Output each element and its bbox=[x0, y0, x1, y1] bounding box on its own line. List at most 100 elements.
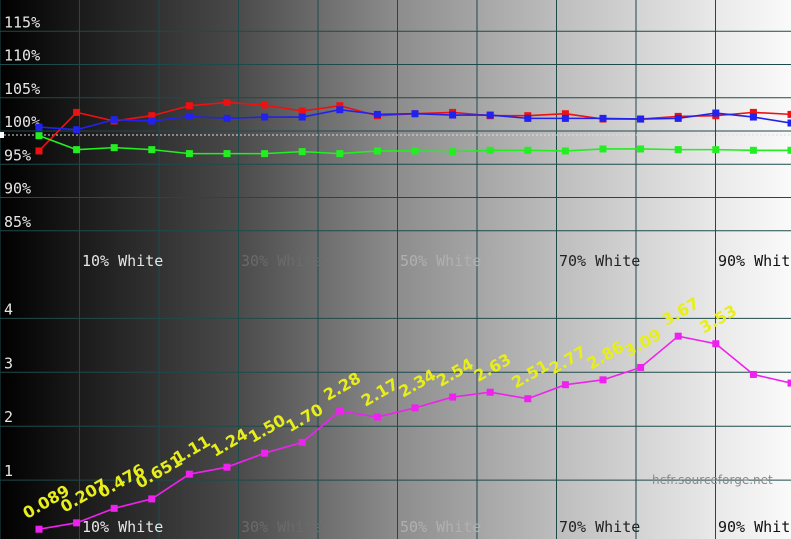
data-point bbox=[185, 470, 193, 478]
data-point bbox=[336, 106, 344, 114]
x-tick-label: 30% White bbox=[241, 518, 322, 536]
data-point bbox=[637, 145, 645, 153]
data-point bbox=[674, 146, 682, 154]
data-point bbox=[223, 463, 231, 471]
data-point bbox=[411, 147, 419, 155]
data-point bbox=[373, 110, 381, 118]
y-tick-label: 85% bbox=[4, 213, 31, 231]
x-tick-label: 50% White bbox=[400, 252, 481, 270]
data-point bbox=[449, 393, 457, 401]
data-point bbox=[561, 147, 569, 155]
data-point bbox=[712, 340, 720, 348]
data-point bbox=[486, 111, 494, 119]
data-point bbox=[787, 110, 791, 118]
data-point bbox=[561, 381, 569, 389]
data-point bbox=[148, 112, 156, 120]
data-point bbox=[336, 150, 344, 158]
x-tick-label: 30% White bbox=[241, 252, 322, 270]
reference-layer bbox=[0, 132, 791, 138]
data-point bbox=[524, 395, 532, 403]
data-point bbox=[148, 117, 156, 125]
data-point bbox=[261, 113, 269, 121]
data-point bbox=[298, 113, 306, 121]
data-point bbox=[336, 102, 344, 110]
x-tick-label: 70% White bbox=[559, 252, 640, 270]
y-tick-label: 3 bbox=[4, 354, 13, 372]
watermark-text: hcfr.sourceforge.net bbox=[652, 473, 773, 487]
data-point bbox=[749, 370, 757, 378]
data-point bbox=[73, 126, 81, 134]
data-point bbox=[110, 504, 118, 512]
data-point bbox=[524, 146, 532, 154]
data-point bbox=[148, 146, 156, 154]
data-point bbox=[35, 132, 43, 140]
data-point bbox=[73, 108, 81, 116]
y-tick-label: 1 bbox=[4, 462, 13, 480]
data-point bbox=[110, 144, 118, 152]
data-point bbox=[599, 376, 607, 384]
data-point bbox=[637, 363, 645, 371]
data-point bbox=[373, 413, 381, 421]
data-point bbox=[73, 146, 81, 154]
data-point bbox=[73, 519, 81, 527]
data-point bbox=[674, 114, 682, 122]
data-point bbox=[223, 150, 231, 158]
y-tick-label: 105% bbox=[4, 80, 40, 98]
data-point bbox=[110, 116, 118, 124]
y-tick-label: 110% bbox=[4, 47, 40, 65]
x-tick-label: 50% White bbox=[400, 518, 481, 536]
x-tick-label: 10% White bbox=[82, 252, 163, 270]
data-point bbox=[261, 150, 269, 158]
data-point bbox=[449, 111, 457, 119]
data-point bbox=[185, 112, 193, 120]
data-point bbox=[411, 404, 419, 412]
data-point bbox=[223, 114, 231, 122]
data-point bbox=[787, 379, 791, 387]
data-point bbox=[449, 148, 457, 156]
data-point bbox=[637, 115, 645, 123]
data-point bbox=[749, 146, 757, 154]
data-point bbox=[561, 110, 569, 118]
data-point bbox=[712, 146, 720, 154]
data-point bbox=[373, 147, 381, 155]
data-point bbox=[261, 101, 269, 109]
data-point bbox=[749, 113, 757, 121]
data-point bbox=[185, 150, 193, 158]
data-point bbox=[712, 109, 720, 117]
data-point bbox=[261, 449, 269, 457]
data-point bbox=[787, 146, 791, 154]
x-tick-labels: 10% White 30% White 50% White 70% White 90% … bbox=[82, 252, 791, 536]
data-point bbox=[148, 495, 156, 503]
y-tick-label: 95% bbox=[4, 146, 31, 164]
y-tick-labels: 115% 110% 105% 100% 95% 90% 85% 4 3 2 1 bbox=[4, 13, 40, 480]
x-tick-label: 90% White bbox=[718, 252, 791, 270]
data-point bbox=[486, 388, 494, 396]
data-point bbox=[749, 108, 757, 116]
y-tick-label: 2 bbox=[4, 408, 13, 426]
reference-marker bbox=[0, 132, 4, 138]
data-point bbox=[35, 147, 43, 155]
data-point bbox=[223, 98, 231, 106]
data-point bbox=[336, 407, 344, 415]
data-point bbox=[599, 114, 607, 122]
series-layer bbox=[35, 98, 791, 533]
x-tick-label: 10% White bbox=[82, 518, 163, 536]
data-point bbox=[298, 438, 306, 446]
data-point bbox=[524, 114, 532, 122]
y-tick-label: 115% bbox=[4, 13, 40, 31]
data-point bbox=[787, 119, 791, 127]
data-point bbox=[35, 123, 43, 131]
x-tick-label: 90% White bbox=[718, 518, 791, 536]
y-tick-label: 4 bbox=[4, 300, 13, 318]
y-tick-label: 90% bbox=[4, 180, 31, 198]
data-point bbox=[298, 148, 306, 156]
data-point bbox=[486, 146, 494, 154]
y-tick-label: 100% bbox=[4, 113, 40, 131]
data-point bbox=[599, 145, 607, 153]
data-point bbox=[674, 332, 682, 340]
data-point bbox=[35, 525, 43, 533]
